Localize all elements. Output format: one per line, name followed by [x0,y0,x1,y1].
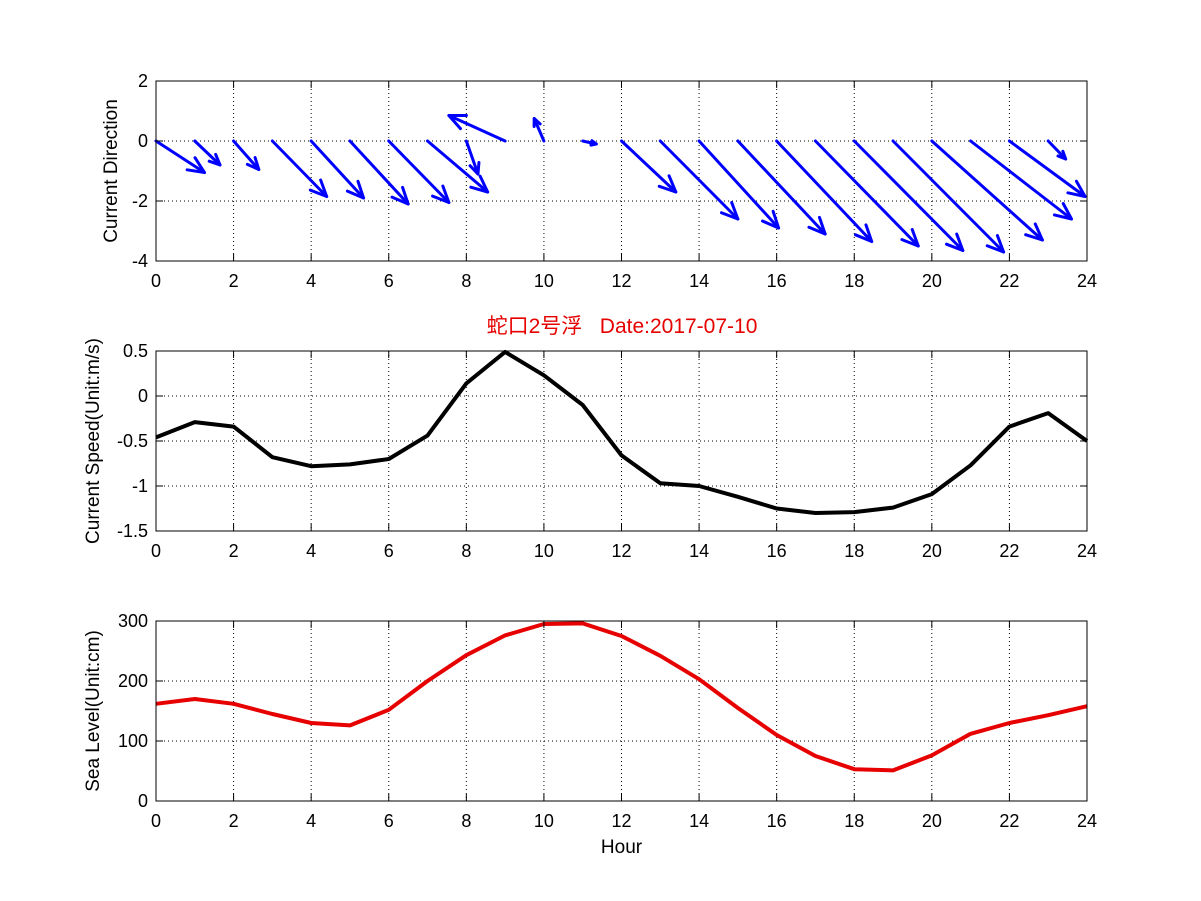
direction-y-tick-label: -2 [132,191,148,211]
direction-y-tick-label: 2 [138,71,148,91]
level-x-tick-label: 24 [1077,811,1097,831]
direction-arrow [387,139,451,204]
direction-x-tick-label: 16 [767,271,787,291]
direction-arrow [447,114,507,143]
direction-arrow [1046,139,1068,161]
direction-arrow [969,139,1073,221]
speed-y-tick-label: -1.5 [117,521,148,541]
level-x-tick-label: 8 [461,811,471,831]
speed-x-tick-label: 24 [1077,541,1097,561]
speed-y-tick-label: 0.5 [123,341,148,361]
direction-x-tick-label: 2 [229,271,239,291]
speed-x-tick-label: 20 [922,541,942,561]
speed-x-tick-label: 2 [229,541,239,561]
direction-x-tick-label: 4 [306,271,316,291]
direction-x-tick-label: 18 [844,271,864,291]
speed-x-tick-label: 14 [689,541,709,561]
level-x-tick-label: 12 [611,811,631,831]
level-y-tick-label: 200 [118,671,148,691]
direction-arrow [930,139,1044,242]
level-plot-area [156,621,1087,801]
direction-arrow [697,139,781,230]
level-x-tick-label: 22 [999,811,1019,831]
direction-y-axis-label: Current Direction [101,99,122,243]
direction-y-tick-label: -4 [132,251,148,271]
level-x-tick-label: 14 [689,811,709,831]
level-x-tick-label: 0 [151,811,161,831]
direction-y-tick-label: 0 [138,131,148,151]
speed-x-tick-label: 10 [534,541,554,561]
direction-arrow [270,139,329,198]
direction-arrow [813,139,920,248]
direction-x-tick-label: 6 [384,271,394,291]
direction-arrow [426,139,490,194]
direction-x-tick-label: 8 [461,271,471,291]
direction-arrow [620,139,678,194]
level-x-tick-label: 4 [306,811,316,831]
speed-y-tick-label: -0.5 [117,431,148,451]
direction-x-tick-label: 12 [611,271,631,291]
speed-x-tick-label: 8 [461,541,471,561]
level-x-tick-label: 20 [922,811,942,831]
speed-plot-area [156,351,1087,531]
direction-arrow [658,139,740,221]
level-x-tick-label: 18 [844,811,864,831]
direction-arrow [154,139,206,174]
speed-x-tick-label: 6 [384,541,394,561]
speed-x-tick-label: 22 [999,541,1019,561]
direction-arrow [348,139,410,206]
level-x-tick-label: 10 [534,811,554,831]
speed-x-tick-label: 4 [306,541,316,561]
speed-panel: 0 2 4 6 8 10 12 14 16 18 20 22 24-1.5-1-0.500.5Curre… [83,338,1097,561]
speed-x-tick-label: 0 [151,541,161,561]
level-x-tick-label: 6 [384,811,394,831]
direction-x-tick-label: 0 [151,271,161,291]
direction-arrow [775,139,874,243]
speed-x-tick-label: 16 [767,541,787,561]
direction-arrow [891,139,1006,254]
direction-arrow [852,139,965,252]
level-y-tick-label: 0 [138,791,148,811]
level-x-axis-label: Hour [601,837,643,858]
direction-plot-area [156,81,1087,261]
direction-arrow [193,139,222,167]
direction-arrow [232,139,261,171]
direction-x-tick-label: 22 [999,271,1019,291]
direction-arrow [464,139,481,176]
speed-y-tick-label: 0 [138,386,148,406]
level-y-axis-label: Sea Level(Unit:cm) [83,630,104,792]
level-x-tick-label: 16 [767,811,787,831]
level-y-tick-label: 100 [118,731,148,751]
chart-title: 蛇口2号浮 Date:2017-07-10 [487,315,758,338]
direction-arrow [1007,139,1087,198]
level-x-tick-label: 2 [229,811,239,831]
direction-arrow [736,139,827,236]
speed-x-tick-label: 18 [844,541,864,561]
direction-x-tick-label: 24 [1077,271,1097,291]
direction-arrow [532,117,546,143]
direction-arrow [581,139,598,147]
direction-x-tick-label: 14 [689,271,709,291]
level-y-tick-label: 300 [118,611,148,631]
direction-x-tick-label: 20 [922,271,942,291]
direction-x-tick-label: 10 [534,271,554,291]
speed-y-tick-label: -1 [132,476,148,496]
speed-y-axis-label: Current Speed(Unit:m/s) [83,338,104,544]
direction-arrow [309,139,366,200]
speed-x-tick-label: 12 [611,541,631,561]
